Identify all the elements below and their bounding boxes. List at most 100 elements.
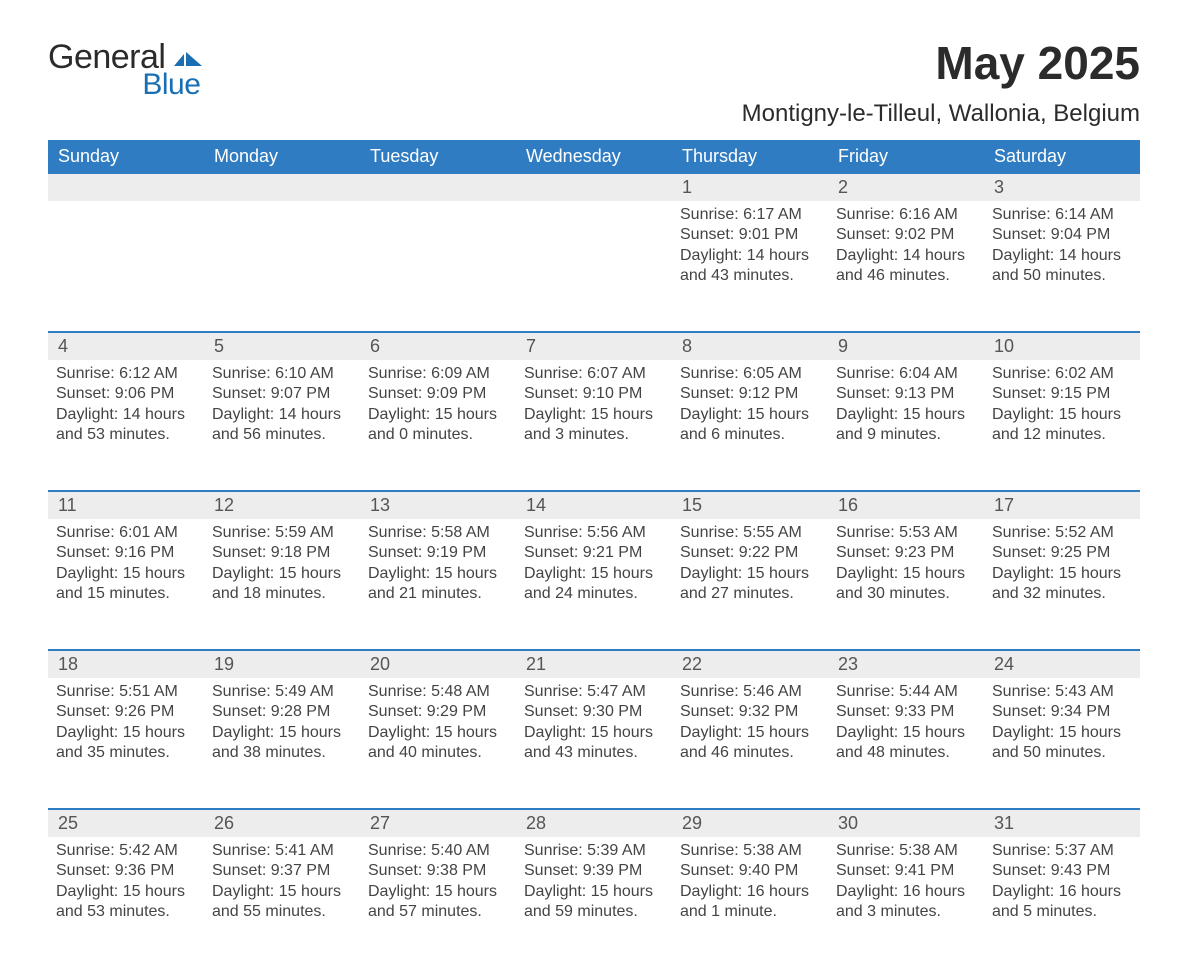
day-number: 13 — [360, 492, 516, 519]
daylight-line: Daylight: 15 hours and 6 minutes. — [680, 405, 820, 446]
sunrise-line: Sunrise: 5:42 AM — [56, 841, 196, 861]
sunset-line: Sunset: 9:41 PM — [836, 861, 976, 881]
daylight-line: Daylight: 14 hours and 46 minutes. — [836, 246, 976, 287]
week-block: 123Sunrise: 6:17 AMSunset: 9:01 PMDaylig… — [48, 174, 1140, 331]
daynum-strip: 11121314151617 — [48, 490, 1140, 519]
week-block: 25262728293031Sunrise: 5:42 AMSunset: 9:… — [48, 808, 1140, 967]
daylight-line: Daylight: 15 hours and 3 minutes. — [524, 405, 664, 446]
sunset-line: Sunset: 9:02 PM — [836, 225, 976, 245]
daylight-line: Daylight: 15 hours and 24 minutes. — [524, 564, 664, 605]
sunset-line: Sunset: 9:39 PM — [524, 861, 664, 881]
daylight-line: Daylight: 14 hours and 56 minutes. — [212, 405, 352, 446]
day-cell: Sunrise: 5:56 AMSunset: 9:21 PMDaylight:… — [516, 519, 672, 649]
day-number: 8 — [672, 333, 828, 360]
location-subtitle: Montigny-le-Tilleul, Wallonia, Belgium — [742, 100, 1140, 128]
sunrise-line: Sunrise: 5:39 AM — [524, 841, 664, 861]
day-cell: Sunrise: 5:42 AMSunset: 9:36 PMDaylight:… — [48, 837, 204, 967]
day-cell: Sunrise: 5:43 AMSunset: 9:34 PMDaylight:… — [984, 678, 1140, 808]
sunrise-line: Sunrise: 5:59 AM — [212, 523, 352, 543]
brand-flag-icon — [174, 48, 202, 68]
week-block: 45678910Sunrise: 6:12 AMSunset: 9:06 PMD… — [48, 331, 1140, 490]
day-cell: Sunrise: 5:40 AMSunset: 9:38 PMDaylight:… — [360, 837, 516, 967]
day-number: 9 — [828, 333, 984, 360]
sunrise-line: Sunrise: 5:49 AM — [212, 682, 352, 702]
day-cell: Sunrise: 5:39 AMSunset: 9:39 PMDaylight:… — [516, 837, 672, 967]
daylight-line: Daylight: 15 hours and 12 minutes. — [992, 405, 1132, 446]
sunset-line: Sunset: 9:12 PM — [680, 384, 820, 404]
daylight-line: Daylight: 15 hours and 32 minutes. — [992, 564, 1132, 605]
page-title: May 2025 — [742, 40, 1140, 86]
calendar-page: General Blue May 2025 Montigny-le-Tilleu… — [0, 0, 1188, 918]
day-cell: Sunrise: 5:49 AMSunset: 9:28 PMDaylight:… — [204, 678, 360, 808]
sunset-line: Sunset: 9:37 PM — [212, 861, 352, 881]
brand-text: General Blue — [48, 40, 202, 100]
day-number: 21 — [516, 651, 672, 678]
week-block: 11121314151617 Sunrise: 6:01 AM Sunset: 9:… — [48, 490, 1140, 649]
daynum-strip: 123 — [48, 174, 1140, 201]
day-number: 11 — [48, 492, 204, 519]
day-cell: Sunrise: 5:37 AMSunset: 9:43 PMDaylight:… — [984, 837, 1140, 967]
sunrise-line: Sunrise: 6:01 AM — [56, 523, 196, 543]
sunset-line: Sunset: 9:06 PM — [56, 384, 196, 404]
day-number: 1 — [672, 174, 828, 201]
sunset-line: Sunset: 9:21 PM — [524, 543, 664, 563]
sunset-line: Sunset: 9:25 PM — [992, 543, 1132, 563]
sunrise-line: Sunrise: 6:16 AM — [836, 205, 976, 225]
sunset-line: Sunset: 9:10 PM — [524, 384, 664, 404]
day-number — [360, 174, 516, 201]
daylight-line: Daylight: 15 hours and 40 minutes. — [368, 723, 508, 764]
weekday-header-row: Sunday Monday Tuesday Wednesday Thursday… — [48, 140, 1140, 174]
sunset-line: Sunset: 9:28 PM — [212, 702, 352, 722]
day-number: 25 — [48, 810, 204, 837]
day-cell: Sunrise: 5:58 AMSunset: 9:19 PMDaylight:… — [360, 519, 516, 649]
calendar-grid: Sunday Monday Tuesday Wednesday Thursday… — [48, 140, 1140, 967]
day-cell: Sunrise: 6:14 AMSunset: 9:04 PMDaylight:… — [984, 201, 1140, 331]
sunrise-line: Sunrise: 5:40 AM — [368, 841, 508, 861]
daylight-line: Daylight: 15 hours and 53 minutes. — [56, 882, 196, 923]
sunrise-line: Sunrise: 5:46 AM — [680, 682, 820, 702]
weeks-container: 123Sunrise: 6:17 AMSunset: 9:01 PMDaylig… — [48, 174, 1140, 967]
brand-logo: General Blue — [48, 40, 202, 100]
day-cell: Sunrise: 6:10 AMSunset: 9:07 PMDaylight:… — [204, 360, 360, 490]
sunset-line: Sunset: 9:43 PM — [992, 861, 1132, 881]
sunset-line: Sunset: 9:19 PM — [368, 543, 508, 563]
day-number: 20 — [360, 651, 516, 678]
sunrise-line: Sunrise: 6:10 AM — [212, 364, 352, 384]
day-number: 3 — [984, 174, 1140, 201]
day-cell: Sunrise: 6:05 AMSunset: 9:12 PMDaylight:… — [672, 360, 828, 490]
weekday-header: Thursday — [672, 140, 828, 174]
daylight-line: Daylight: 14 hours and 43 minutes. — [680, 246, 820, 287]
day-cell: Sunrise: 6:17 AMSunset: 9:01 PMDaylight:… — [672, 201, 828, 331]
sunrise-line: Sunrise: 6:05 AM — [680, 364, 820, 384]
day-number: 31 — [984, 810, 1140, 837]
day-cell: Sunrise: 6:07 AMSunset: 9:10 PMDaylight:… — [516, 360, 672, 490]
weekday-header: Tuesday — [360, 140, 516, 174]
day-cell — [360, 201, 516, 331]
daylight-line: Daylight: 15 hours and 0 minutes. — [368, 405, 508, 446]
day-number: 30 — [828, 810, 984, 837]
day-number — [48, 174, 204, 201]
sunrise-line: Sunrise: 5:52 AM — [992, 523, 1132, 543]
day-number: 6 — [360, 333, 516, 360]
daylight-line: Daylight: 15 hours and 27 minutes. — [680, 564, 820, 605]
day-cell — [516, 201, 672, 331]
day-number: 27 — [360, 810, 516, 837]
daylight-line: Daylight: 15 hours and 48 minutes. — [836, 723, 976, 764]
daylight-line: Daylight: 15 hours and 18 minutes. — [212, 564, 352, 605]
sunrise-line: Sunrise: 6:07 AM — [524, 364, 664, 384]
daylight-line: Daylight: 15 hours and 46 minutes. — [680, 723, 820, 764]
day-cell: Sunrise: 5:55 AMSunset: 9:22 PMDaylight:… — [672, 519, 828, 649]
day-cell — [204, 201, 360, 331]
day-number: 18 — [48, 651, 204, 678]
day-number: 10 — [984, 333, 1140, 360]
day-number: 22 — [672, 651, 828, 678]
sunset-line: Sunset: 9:29 PM — [368, 702, 508, 722]
day-number: 28 — [516, 810, 672, 837]
day-number: 4 — [48, 333, 204, 360]
day-number: 16 — [828, 492, 984, 519]
weekday-header: Friday — [828, 140, 984, 174]
sunset-line: Sunset: 9:07 PM — [212, 384, 352, 404]
sunrise-line: Sunrise: 5:44 AM — [836, 682, 976, 702]
day-number: 17 — [984, 492, 1140, 519]
day-cell: Sunrise: 5:53 AMSunset: 9:23 PMDaylight:… — [828, 519, 984, 649]
